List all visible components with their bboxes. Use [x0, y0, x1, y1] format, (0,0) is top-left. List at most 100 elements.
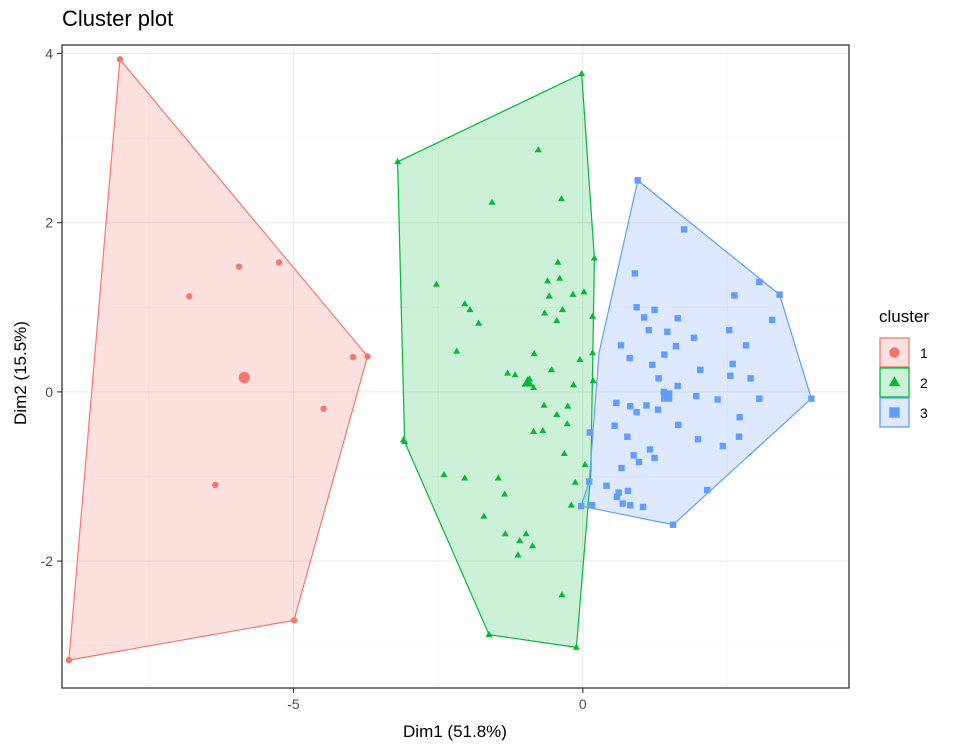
cluster-3-point: [664, 328, 671, 336]
cluster-2-point: [485, 630, 493, 637]
cluster-3-point: [726, 326, 733, 334]
cluster-2-point: [553, 411, 561, 417]
cluster-3-hull: [580, 179, 813, 526]
cluster-3-point: [693, 392, 700, 400]
cluster-2-point: [522, 530, 530, 537]
cluster-2-point: [401, 438, 409, 445]
panel-background: [62, 45, 849, 688]
cluster-2-point: [589, 349, 597, 356]
cluster-3-point: [615, 489, 622, 496]
cluster-2-point: [563, 420, 571, 427]
cluster-3-point: [649, 361, 656, 369]
cluster-2-point: [488, 198, 496, 205]
x-tick-label: 0: [579, 696, 587, 712]
cluster-3-point: [630, 452, 637, 459]
cluster-1-center: [238, 371, 250, 384]
cluster-2-point: [553, 317, 561, 324]
cluster-3-point: [674, 382, 681, 390]
cluster-3-point: [776, 291, 783, 298]
cluster-2-point: [548, 366, 556, 373]
cluster-3-point: [611, 422, 618, 429]
cluster-2-point: [514, 551, 522, 558]
cluster-1-point: [186, 293, 193, 300]
cluster-3-point: [714, 396, 721, 403]
cluster-2-point: [528, 542, 536, 549]
cluster-3-point: [635, 458, 643, 466]
y-tick-label: -2: [41, 553, 54, 569]
cluster-2-point: [511, 371, 519, 378]
cluster-2-point: [501, 530, 509, 537]
legend-label-3: 3: [920, 405, 928, 421]
cluster-3-point: [634, 177, 641, 184]
cluster-3-point: [736, 414, 743, 421]
cluster-2-point: [560, 449, 568, 456]
cluster-3-point: [651, 306, 658, 314]
cluster-3-point: [646, 446, 654, 453]
cluster-1-point: [320, 405, 327, 413]
cluster-2-point: [545, 292, 553, 299]
cluster-2-point: [569, 290, 577, 297]
cluster-3-point: [588, 502, 596, 509]
cluster-2-point: [557, 195, 565, 202]
axes: -5 0 -2 0 2 4: [41, 44, 850, 712]
legend-marker-2: [888, 376, 901, 387]
cluster-2-point: [567, 501, 575, 508]
cluster-3-point: [675, 421, 682, 429]
cluster-2-point: [571, 478, 579, 485]
cluster-3-point: [731, 292, 738, 299]
cluster-3-point: [633, 304, 640, 311]
cluster-2-point: [461, 474, 469, 481]
cluster-2-point: [539, 427, 547, 434]
cluster-3-point: [697, 366, 704, 374]
cluster-3-point: [619, 500, 626, 507]
cluster-1-point: [65, 656, 73, 664]
cluster-3-point: [645, 326, 652, 334]
cluster-2-point: [530, 383, 538, 390]
cluster-1-point: [235, 263, 243, 270]
cluster-3-point: [690, 334, 698, 341]
cluster-2-point: [540, 401, 548, 408]
cluster-2-point: [580, 288, 588, 295]
cluster-2-point: [494, 474, 502, 481]
cluster-3-point: [727, 372, 734, 380]
y-tick-label: 4: [45, 45, 53, 61]
cluster-2-point: [576, 356, 584, 362]
cluster-3-point: [704, 486, 711, 494]
cluster-2-point: [570, 381, 578, 388]
cluster-2-point: [440, 471, 448, 478]
plot-panel: [62, 45, 849, 688]
cluster-2-point: [590, 254, 598, 261]
cluster-3-point: [735, 433, 743, 440]
cluster-2-point: [504, 369, 512, 376]
cluster-2-center: [521, 376, 534, 387]
legend-marker-1: [889, 347, 900, 358]
cluster-2-point: [466, 306, 474, 313]
cluster-1-point: [275, 259, 283, 266]
cluster-3-center: [661, 390, 673, 402]
cluster-3-point: [756, 395, 763, 402]
cluster-2-point: [394, 158, 402, 165]
cluster-2-point: [559, 306, 567, 313]
cluster-3-point: [613, 399, 620, 407]
legend: cluster 1 2 3: [879, 307, 929, 428]
cluster-3-point: [586, 429, 593, 436]
cluster-3-point: [613, 493, 621, 500]
cluster-3-point: [585, 478, 593, 485]
cluster-2-point: [581, 460, 589, 467]
legend-title: cluster: [879, 307, 929, 326]
cluster-3-point: [626, 354, 633, 362]
cluster-points: [65, 56, 815, 664]
cluster-3-point: [631, 270, 639, 277]
cluster-3-point: [640, 314, 648, 321]
x-axis-title: Dim1 (51.8%): [403, 722, 507, 741]
cluster-3-point: [768, 316, 776, 324]
cluster-3-point: [756, 278, 763, 286]
cluster-3-point: [627, 403, 634, 410]
cluster-3-point: [669, 521, 677, 528]
cluster-3-point: [643, 402, 650, 409]
cluster-2-point: [556, 274, 564, 281]
legend-label-1: 1: [920, 345, 928, 361]
cluster-1-point: [212, 481, 219, 489]
chart-title: Cluster plot: [62, 6, 174, 31]
legend-label-2: 2: [920, 375, 928, 391]
